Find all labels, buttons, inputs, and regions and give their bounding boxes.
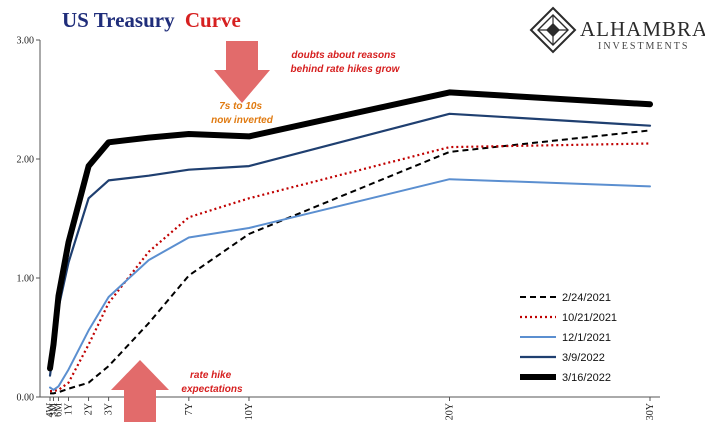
y-tick-label: 1.00 [17,274,35,285]
x-tick-label: 2Y [84,403,95,415]
chart-legend: 2/24/2021 10/21/2021 12/1/2021 3/9/2022 3/16… [520,292,617,384]
series-line-10-21-2021 [50,142,651,393]
alhambra-logo: ALHAMBRA INVESTMENTS [529,6,705,54]
logo-diamond-icon [529,6,577,54]
x-tick-label: 1Y [64,403,75,415]
up-arrow-icon [111,360,169,422]
logo-name: ALHAMBRA [580,17,705,41]
annotation-inverted: 7s to 10s now inverted [211,101,274,126]
chart-title-emphasis: Curve [185,8,241,32]
x-tick-label: 20Y [444,403,455,420]
x-tick-label: 3Y [104,403,115,415]
x-tick-label: 7Y [184,403,195,415]
series-line-12-1-2021 [49,178,651,391]
chart-title: US Treasury Curve [62,8,241,32]
y-tick-label: 2.00 [17,155,35,166]
legend-label: 10/21/2021 [562,312,617,324]
annotation-rate-hikes-doubt: doubts about reasons behind rate hikes g… [291,50,401,75]
x-tick-label: 30Y [645,403,656,420]
down-arrow-icon [214,41,270,103]
x-tick-label: 6M [53,403,64,417]
x-axis-ticks: 4W3M6M1Y2Y3Y5Y7Y10Y20Y30Y [45,397,656,420]
series-line-3-16-2022 [47,89,653,372]
x-tick-label: 3M [48,403,59,417]
series-layer [47,89,653,395]
y-tick-label: 3.00 [17,36,35,47]
logo-subtitle: INVESTMENTS [598,41,689,52]
x-tick-label: 4W [45,402,56,417]
annotation-inverted-line-1: 7s to 10s [219,101,262,112]
annotation-rate-hikes-doubt-line-1: doubts about reasons [291,50,396,61]
y-tick-label: 0.00 [17,393,35,404]
legend-label: 12/1/2021 [562,332,611,344]
annotation-inverted-line-2: now inverted [211,115,274,126]
legend-label: 2/24/2021 [562,292,611,304]
series-line-3-9-2022 [48,112,652,377]
legend-label: 3/9/2022 [562,352,605,364]
y-axis-ticks: 0.00 1.00 2.00 3.00 [17,36,40,404]
annotation-rate-hikes-doubt-line-2: behind rate hikes grow [291,64,401,75]
annotation-rate-hike-expectations: rate hike expectations [181,370,243,395]
x-tick-label: 10Y [244,403,255,420]
legend-label: 3/16/2022 [562,372,611,384]
annotation-rate-hike-expectations-line-2: expectations [181,384,243,395]
series-line-2-24-2021 [50,129,651,395]
annotation-rate-hike-expectations-line-1: rate hike [190,370,232,381]
chart-title-prefix: US Treasury [62,8,175,32]
